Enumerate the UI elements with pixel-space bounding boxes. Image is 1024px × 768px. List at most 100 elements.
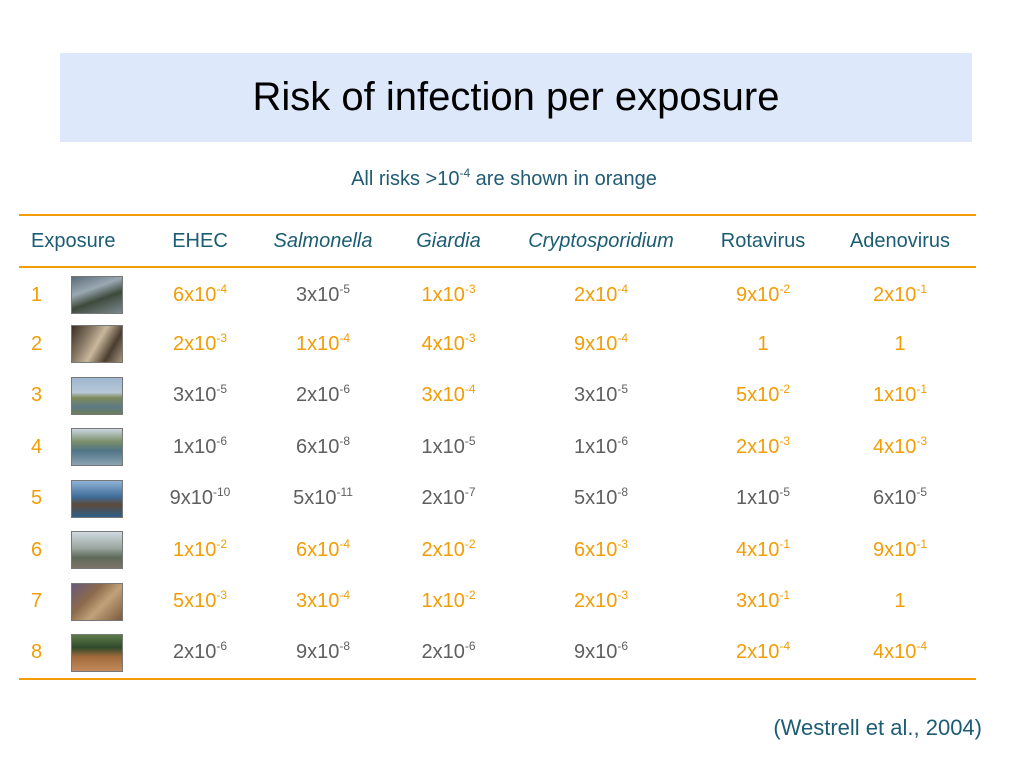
risk-exponent: -2 — [464, 588, 476, 603]
header-giardia: Giardia — [416, 229, 481, 252]
risk-value-cell: 5x10-8 — [500, 473, 702, 525]
risk-mantissa: 9x10 — [573, 332, 618, 355]
risk-exponent: -4 — [339, 330, 351, 345]
exposure-number: 3 — [31, 384, 43, 407]
risk-mantissa: 6x10 — [295, 538, 340, 561]
title-banner: Risk of infection per exposure — [60, 53, 972, 142]
risk-value-cell: 9x10-2 — [702, 267, 824, 319]
table-row: 2 2x10-3 1x10-4 4x10-3 9x10-4 1 1 — [19, 319, 976, 371]
risk-value-cell: 2x10-1 — [824, 267, 976, 319]
risk-mantissa: 1x10 — [872, 384, 917, 407]
risk-mantissa: 1x10 — [573, 435, 618, 458]
risk-mantissa: 4x10 — [421, 332, 465, 355]
risk-mantissa: 1x10 — [735, 487, 780, 510]
risk-value-cell: 4x10-1 — [702, 525, 824, 577]
risk-value-cell: 2x10-2 — [397, 525, 500, 577]
risk-mantissa: 4x10 — [735, 538, 780, 561]
risk-exponent: -4 — [216, 281, 228, 296]
risk-mantissa: 2x10 — [421, 487, 465, 510]
risk-mantissa: 1 — [757, 332, 769, 355]
risk-exponent: -7 — [464, 485, 476, 500]
risk-value-cell: 2x10-6 — [249, 370, 397, 422]
risk-table-body: 1 6x10-4 3x10-5 1x10-3 2x10-4 9x10-2 2x10-1 2 2x… — [19, 267, 976, 679]
risk-value-cell: 6x10-3 — [500, 525, 702, 577]
risk-value-cell: 2x10-7 — [397, 473, 500, 525]
risk-value-cell: 4x10-3 — [397, 319, 500, 371]
risk-exponent: -3 — [617, 536, 629, 551]
exposure-number: 8 — [31, 641, 43, 664]
risk-mantissa: 1x10 — [295, 332, 340, 355]
risk-mantissa: 5x10 — [293, 487, 337, 510]
header-adenovirus: Adenovirus — [849, 229, 951, 252]
header-exposure: Exposure — [31, 229, 116, 252]
header-rotavirus: Rotavirus — [720, 229, 806, 252]
risk-exponent: -2 — [779, 281, 791, 296]
risk-mantissa: 9x10 — [573, 641, 618, 664]
exposure-image-cell — [69, 370, 151, 422]
risk-exponent: -6 — [617, 639, 629, 654]
risk-exponent: -5 — [916, 485, 928, 500]
risk-value-cell: 9x10-4 — [500, 319, 702, 371]
workers-photo — [71, 325, 123, 364]
risk-mantissa: 2x10 — [735, 435, 780, 458]
risk-exponent: -1 — [916, 536, 928, 551]
risk-value-cell: 2x10-6 — [397, 628, 500, 680]
risk-exponent: -8 — [339, 639, 351, 654]
risk-mantissa: 2x10 — [172, 332, 217, 355]
risk-value-cell: 1x10-6 — [500, 422, 702, 474]
risk-value-cell: 3x10-5 — [500, 370, 702, 422]
risk-value-cell: 9x10-6 — [500, 628, 702, 680]
risk-mantissa: 5x10 — [172, 590, 217, 613]
table-row: 5 9x10-10 5x10-11 2x10-7 5x10-8 1x10-5 6x10-5 — [19, 473, 976, 525]
table-row: 6 1x10-2 6x10-4 2x10-2 6x10-3 4x10-1 9x10-1 — [19, 525, 976, 577]
exposure-image-cell — [69, 628, 151, 680]
table-row: 1 6x10-4 3x10-5 1x10-3 2x10-4 9x10-2 2x10-1 — [19, 267, 976, 319]
risk-mantissa: 3x10 — [735, 590, 780, 613]
risk-exponent: -3 — [464, 330, 476, 345]
risk-mantissa: 6x10 — [573, 538, 618, 561]
risk-mantissa: 2x10 — [573, 590, 618, 613]
exposure-number: 5 — [31, 487, 43, 510]
risk-value-cell: 1x10-1 — [824, 370, 976, 422]
risk-value-cell: 3x10-4 — [397, 370, 500, 422]
risk-mantissa: 6x10 — [172, 283, 217, 306]
risk-exponent: -6 — [216, 639, 228, 654]
risk-mantissa: 3x10 — [295, 590, 340, 613]
risk-value-cell: 6x10-8 — [249, 422, 397, 474]
risk-exponent: -2 — [216, 536, 228, 551]
exposure-image-cell — [69, 576, 151, 628]
risk-value-cell: 2x10-6 — [151, 628, 249, 680]
risk-value-cell: 1x10-5 — [702, 473, 824, 525]
risk-exponent: -6 — [617, 433, 629, 448]
subtitle-exponent: -4 — [459, 166, 471, 180]
risk-exponent: -4 — [339, 536, 351, 551]
risk-mantissa: 2x10 — [872, 283, 917, 306]
risk-mantissa: 1x10 — [421, 435, 465, 458]
risk-value-cell: 1x10-3 — [397, 267, 500, 319]
subtitle-prefix: All risks >10 — [351, 168, 460, 190]
risk-mantissa: 2x10 — [735, 641, 780, 664]
risk-exponent: -6 — [339, 382, 351, 397]
risk-mantissa: 9x10 — [295, 641, 340, 664]
risk-exponent: -3 — [779, 433, 791, 448]
risk-mantissa: 2x10 — [421, 641, 465, 664]
risk-mantissa: 5x10 — [735, 384, 780, 407]
risk-value-cell: 3x10-5 — [249, 267, 397, 319]
coastal-landscape-photo — [71, 376, 123, 415]
risk-exponent: -5 — [617, 382, 629, 397]
risk-value-cell: 5x10-3 — [151, 576, 249, 628]
risk-exponent: -5 — [339, 281, 351, 296]
risk-value-cell: 9x10-1 — [824, 525, 976, 577]
risk-exponent: -2 — [779, 382, 791, 397]
risk-value-cell: 4x10-4 — [824, 628, 976, 680]
risk-mantissa: 2x10 — [295, 384, 340, 407]
risk-exponent: -10 — [213, 485, 231, 500]
risk-exponent: -4 — [916, 639, 928, 654]
risk-value-cell: 6x10-4 — [151, 267, 249, 319]
risk-mantissa: 5x10 — [573, 487, 618, 510]
risk-exponent: -1 — [779, 536, 791, 551]
risk-mantissa: 3x10 — [573, 384, 618, 407]
exposure-image-cell — [69, 473, 151, 525]
risk-exponent: -2 — [464, 536, 476, 551]
exposure-image-cell — [69, 267, 151, 319]
